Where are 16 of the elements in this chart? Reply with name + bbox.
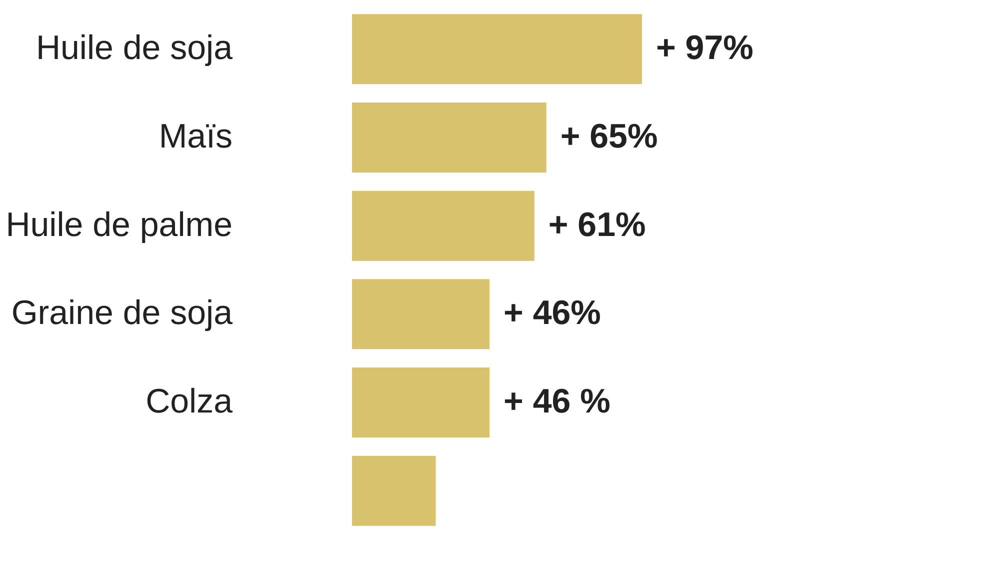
bar [352,368,490,438]
y-tick-label: Huile de palme [6,206,232,244]
y-tick-label: Huile de soja [36,29,233,68]
data-label: + 46% [504,294,601,332]
data-label: + 65% [560,118,658,156]
bar [352,14,642,84]
y-tick-label: Graine de soja [11,294,233,332]
bar [352,456,436,526]
y-tick-label: Maïs [158,118,232,156]
data-label: + 46 % [504,382,610,420]
bar [352,190,534,261]
data-label: + 61% [548,206,646,244]
bar [352,102,546,172]
data-label: + 97% [656,29,754,68]
y-tick-label: Colza [146,382,233,420]
bar [352,279,490,350]
